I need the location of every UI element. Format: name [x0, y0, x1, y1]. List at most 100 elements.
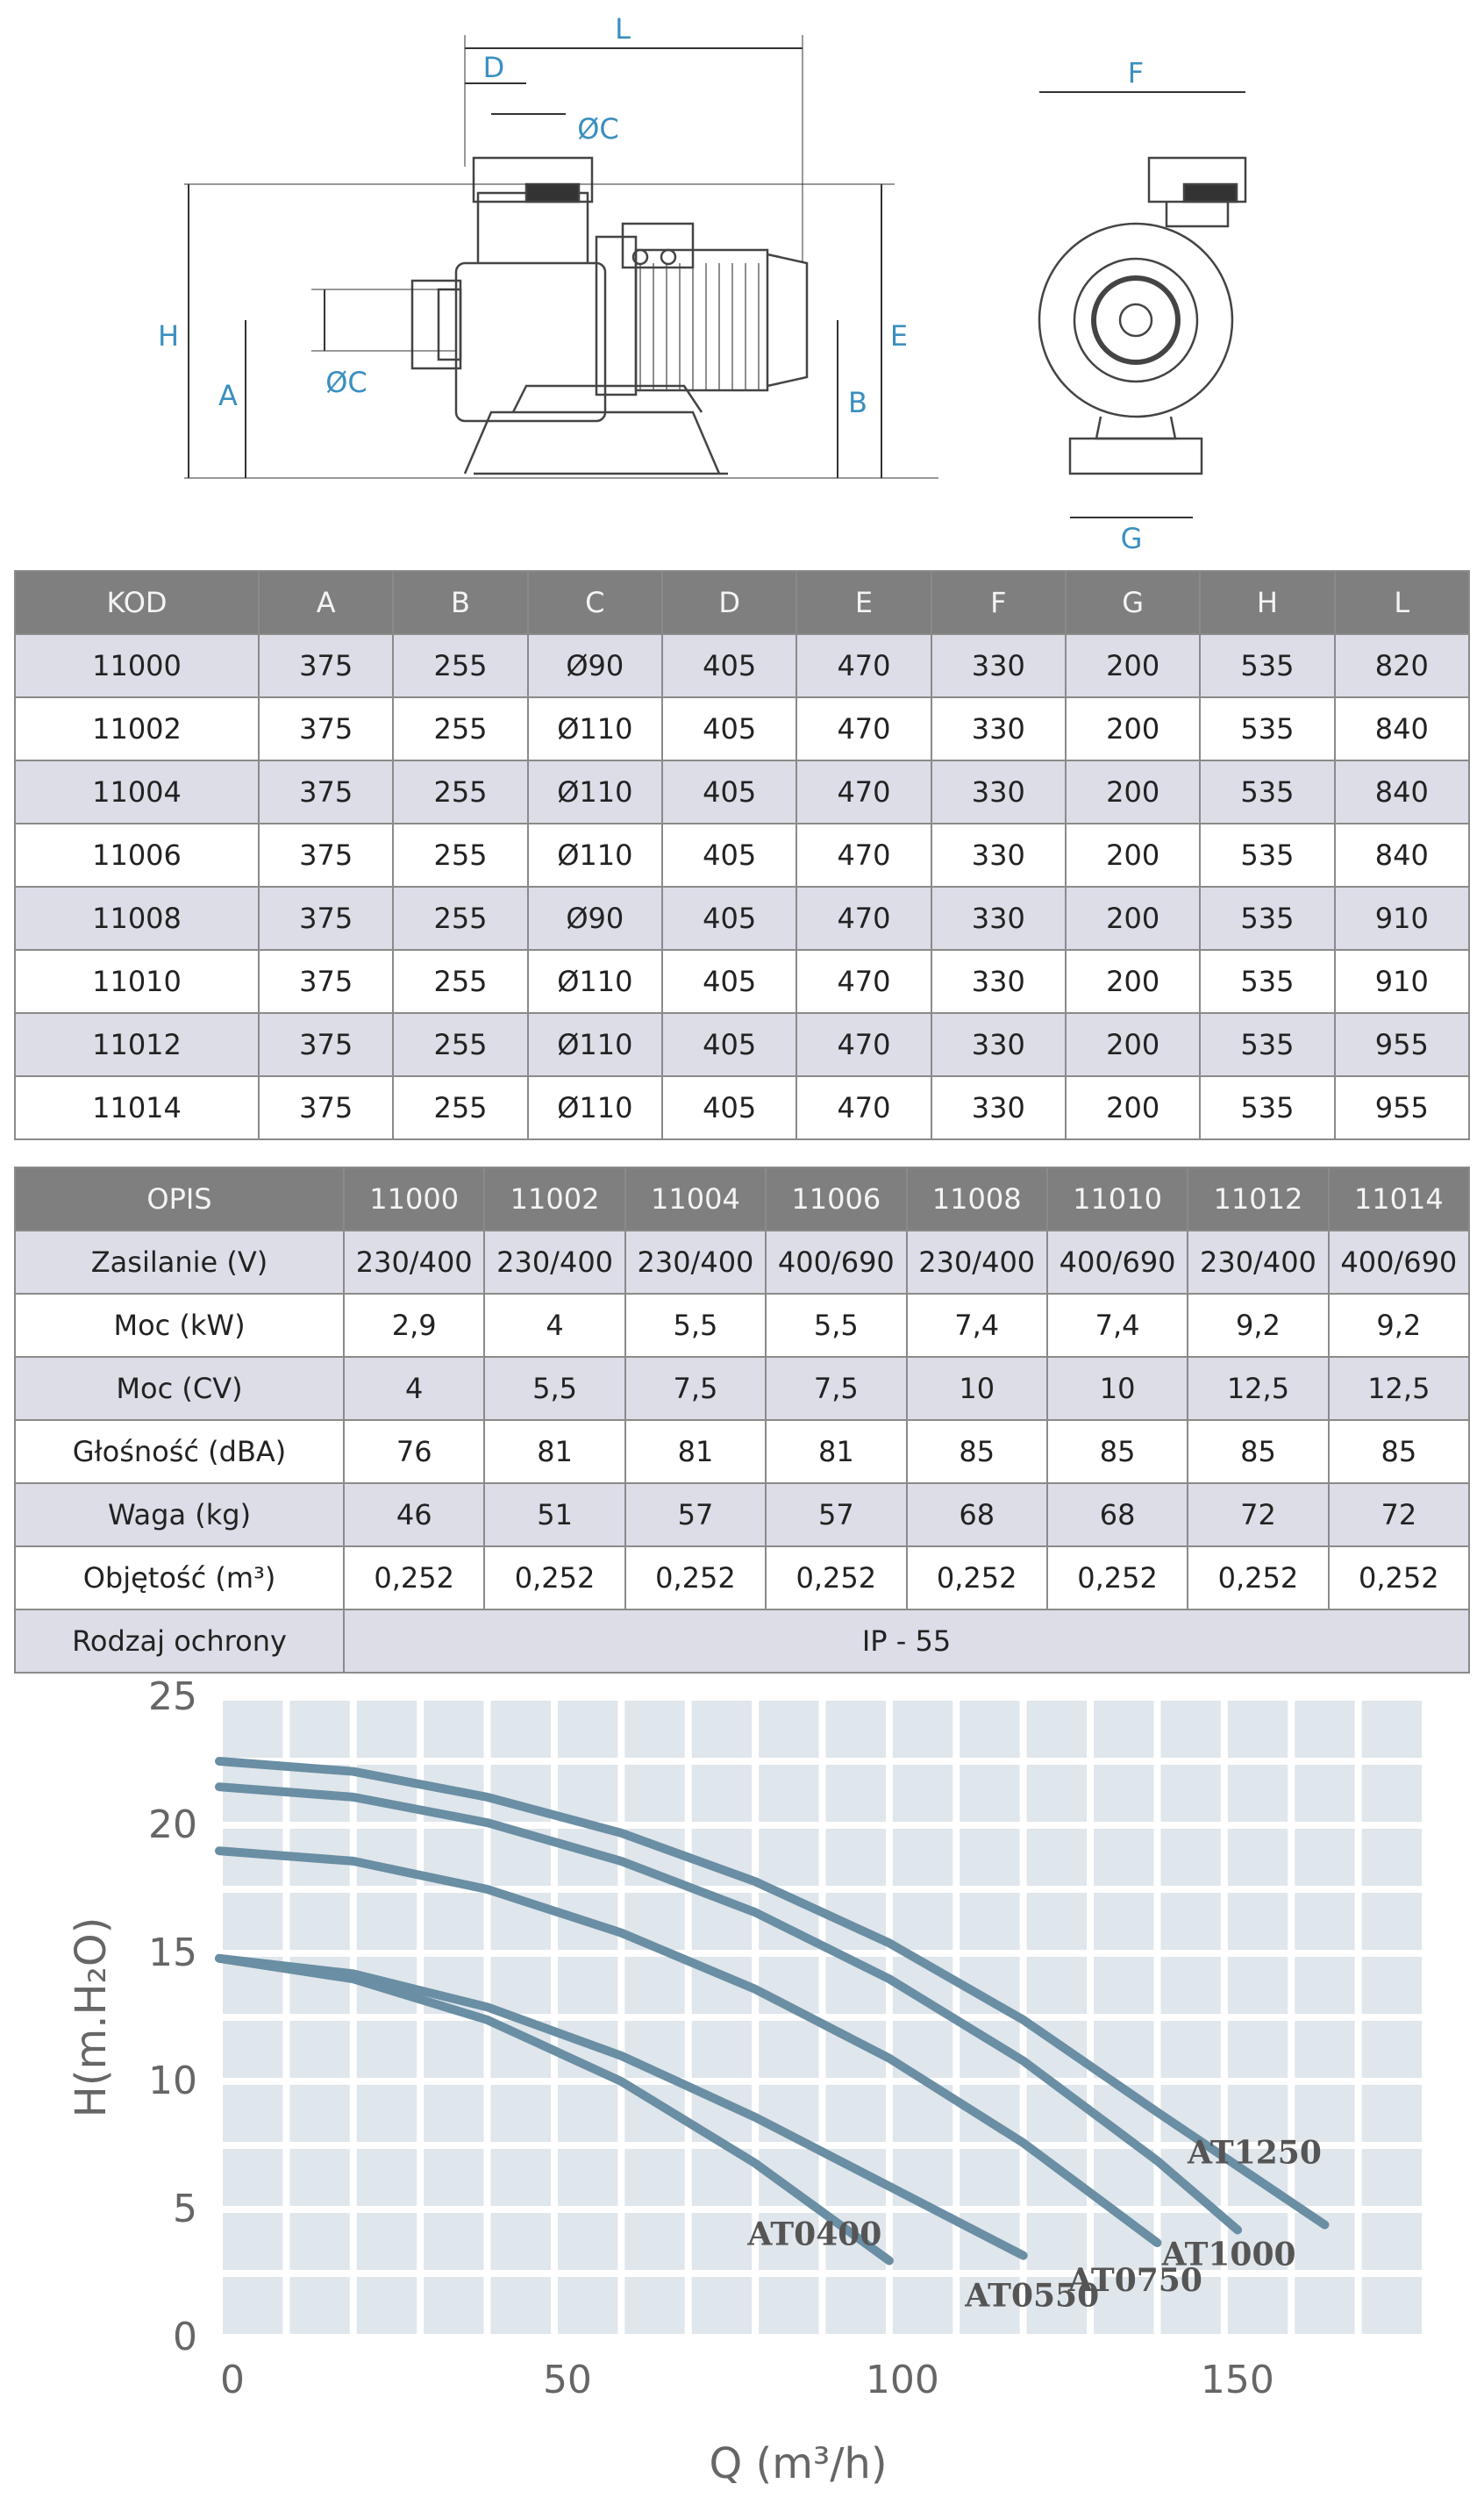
spec-label: Waga (kg): [14, 1482, 345, 1547]
dimension-cell: 255: [392, 823, 529, 888]
row-code: 11008: [14, 886, 260, 951]
grid-cell: [1295, 2149, 1355, 2206]
grid-cell: [892, 1829, 953, 1886]
y-tick-label: 15: [148, 1931, 197, 1975]
grid-cell: [1361, 2277, 1422, 2334]
grid-cell: [1160, 2213, 1221, 2270]
grid-cell: [624, 2277, 685, 2334]
grid-cell: [892, 2277, 953, 2334]
spec-value: 0,252: [765, 1545, 908, 1610]
grid-cell: [825, 1701, 886, 1758]
dimension-cell: 405: [660, 1075, 798, 1140]
dimension-cell: Ø110: [526, 696, 663, 761]
grid-cell: [1026, 1701, 1088, 1758]
dimension-cell: 255: [392, 1012, 529, 1077]
series-line-at1000: [215, 1782, 1243, 2235]
spec-value: 400/690: [765, 1230, 908, 1295]
dimension-cell: 910: [1333, 886, 1471, 951]
grid-cell: [1026, 1829, 1088, 1886]
header-model: 11008: [905, 1167, 1048, 1231]
grid-cell: [624, 2149, 685, 2206]
dimension-cell: Ø90: [526, 886, 663, 951]
specs-row: Moc (kW) 2,9 4 5,5 5,5 7,4 7,4 9,2 9,2: [14, 1293, 1471, 1358]
grid-cell: [557, 2149, 618, 2206]
pump-base: [463, 410, 721, 475]
header-opis: OPIS: [14, 1167, 345, 1231]
pump-body: [595, 235, 638, 396]
dim-label-a: A: [218, 379, 238, 412]
dimension-cell: 405: [660, 1012, 798, 1077]
header-model: 11014: [1327, 1167, 1471, 1231]
grid-cell: [1227, 1701, 1288, 1758]
pump-dimension-drawing: L D ØC H A ØC E B F G: [158, 12, 1247, 555]
grid-cell: [960, 1829, 1020, 1886]
dimensions-row: 11004 375 255 Ø110 405 470 330 200 535 840: [14, 760, 1471, 824]
spec-value: 5,5: [624, 1293, 767, 1358]
grid-cell: [223, 1701, 283, 1758]
grid-cell: [1094, 2149, 1154, 2206]
dim-label-c-side: ØC: [325, 366, 367, 399]
grid-cell: [825, 2085, 886, 2142]
grid-cell: [759, 2021, 819, 2078]
dimension-cell: 470: [796, 696, 932, 761]
dimension-cell: 405: [660, 633, 798, 698]
grid-cell: [289, 1701, 350, 1758]
header-model: 11010: [1045, 1167, 1189, 1231]
spec-value: 0,252: [342, 1545, 486, 1610]
dimension-cell: 375: [257, 886, 395, 951]
grid-cell: [223, 2213, 283, 2270]
grid-cell: [1227, 1829, 1288, 1886]
spec-value: 68: [1045, 1482, 1189, 1547]
grid-cell: [624, 2213, 685, 2270]
specs-row: Zasilanie (V) 230/400 230/400 230/400 400/69…: [14, 1230, 1471, 1295]
dimension-cell: 330: [930, 633, 1067, 698]
dimension-cell: 470: [796, 760, 932, 824]
header-kod: KOD: [14, 570, 260, 635]
dim-label-f: F: [1128, 56, 1144, 89]
spec-value: 81: [765, 1419, 908, 1484]
grid-cell: [691, 2213, 753, 2270]
spec-value: 12,5: [1327, 1356, 1471, 1421]
dimension-cell: 255: [392, 633, 529, 698]
grid-cell: [1094, 1829, 1154, 1886]
grid-cell: [960, 1701, 1020, 1758]
grid-cell: [1026, 1957, 1088, 2014]
header-h: H: [1199, 570, 1336, 635]
dimension-cell: 470: [796, 886, 932, 951]
grid-cell: [356, 2213, 417, 2270]
dimension-cell: 255: [392, 696, 529, 761]
grid-cell: [1094, 1957, 1154, 2014]
dimension-cell: 535: [1199, 1012, 1336, 1077]
header-c: C: [526, 570, 663, 635]
dim-label-d: D: [483, 51, 505, 84]
grid-cell: [892, 2213, 953, 2270]
protection-value: IP - 55: [343, 1609, 1470, 1674]
dimensions-row: 11008 375 255 Ø90 405 470 330 200 535 910: [14, 886, 1471, 951]
dimensions-row: 11002 375 255 Ø110 405 470 330 200 535 840: [14, 696, 1471, 761]
spec-value: 12,5: [1187, 1356, 1330, 1421]
dimension-cell: 820: [1333, 633, 1471, 698]
dimension-cell: 405: [660, 949, 798, 1014]
y-tick-label: 10: [148, 2059, 197, 2103]
grid-cell: [1026, 2277, 1088, 2334]
dimension-cell: 840: [1333, 823, 1471, 888]
grid-cell: [289, 2277, 350, 2334]
grid-cell: [424, 1893, 484, 1950]
grid-cell: [424, 2149, 484, 2206]
grid-cell: [1026, 1765, 1088, 1822]
dimension-cell: 840: [1333, 760, 1471, 824]
grid-cell: [356, 2149, 417, 2206]
grid-cell: [1160, 2021, 1221, 2078]
grid-cell: [424, 2213, 484, 2270]
dimension-cell: 330: [930, 1012, 1067, 1077]
dimension-cell: 375: [257, 1075, 395, 1140]
grid-cell: [1227, 2213, 1288, 2270]
y-tick-label: 0: [173, 2315, 197, 2359]
grid-cell: [424, 2277, 484, 2334]
grid-cell: [892, 1701, 953, 1758]
spec-value: 7,5: [624, 1356, 767, 1421]
grid-cell: [490, 1701, 551, 1758]
spec-value: 5,5: [765, 1293, 908, 1358]
grid-cell: [1160, 2277, 1221, 2334]
grid-cell: [1227, 1765, 1288, 1822]
